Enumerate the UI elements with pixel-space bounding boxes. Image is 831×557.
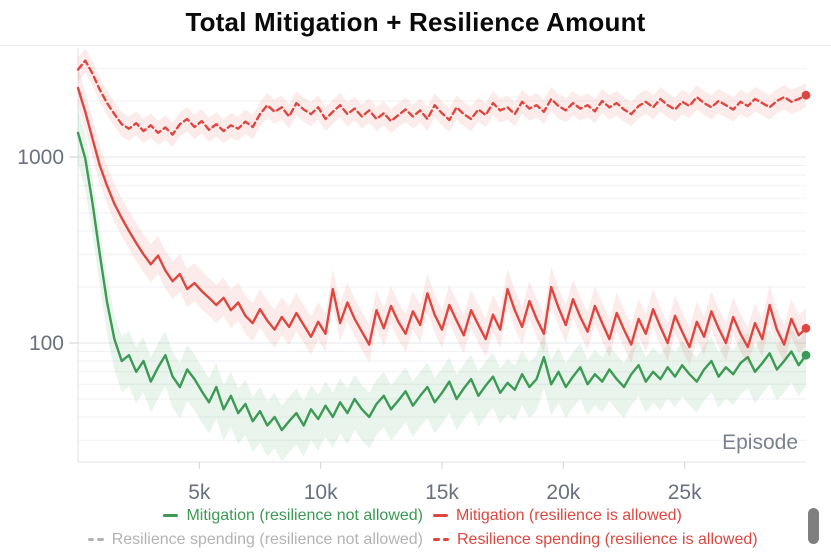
chart-title: Total Mitigation + Resilience Amount [185,7,646,37]
red-solid-line-icon [433,513,448,518]
x-tick-label: 25k [668,481,702,504]
red-dashed-line-icon [433,537,449,542]
scrollbar-thumb[interactable] [808,508,819,544]
chart-title-bar: Total Mitigation + Resilience Amount [0,0,831,46]
series-line-1 [76,86,808,349]
chart-plot-area[interactable]: 1000 100 5k 10k 15k 20k 25k Episode [0,46,831,505]
x-axis-title: Episode [722,431,798,454]
chart-legend: Mitigation (resilience not allowed) Miti… [0,504,831,551]
series-end-dot-0 [801,350,811,360]
legend-item-resilience-spending-allowed[interactable]: Resilience spending (resilience is allow… [433,528,758,551]
legend-label: Resilience spending (resilience not allo… [111,530,423,548]
legend-item-resilience-spending-not-allowed[interactable]: Resilience spending (resilience not allo… [87,528,423,551]
legend-item-mitigation-resilience-not-allowed[interactable]: Mitigation (resilience not allowed) [163,504,423,527]
series-end-dot-3 [801,90,811,100]
x-tick-label: 5k [188,481,211,504]
legend-item-mitigation-resilience-allowed[interactable]: Mitigation (resilience is allowed) [433,504,682,527]
legend-label: Mitigation (resilience is allowed) [456,506,682,524]
series-band-0 [78,108,806,462]
series-end-dot-1 [801,323,811,333]
gray-dashed-line-icon [87,537,104,542]
x-tick-label: 20k [546,481,580,504]
legend-label: Resilience spending (resilience is allow… [457,530,758,548]
series-line-3 [76,59,808,136]
x-tick-label: 15k [425,481,459,504]
x-tick-label: 10k [304,481,338,504]
series-band-3 [78,48,806,147]
series-band-1 [78,68,806,366]
green-solid-line-icon [163,513,179,518]
legend-label: Mitigation (resilience not allowed) [186,506,423,524]
series-line-0 [76,131,808,432]
y-tick-label: 100 [29,332,64,355]
y-tick-label: 1000 [17,146,64,169]
